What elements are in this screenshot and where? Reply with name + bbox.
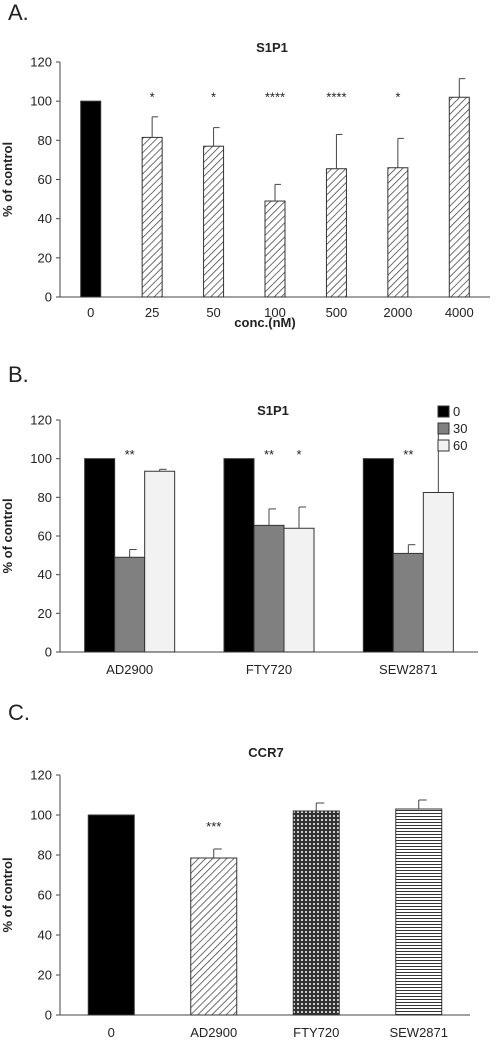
y-tick-label: 80 <box>38 848 52 863</box>
bar <box>325 168 347 298</box>
chart-title: S1P1 <box>257 403 289 418</box>
x-tick-label: AD2900 <box>106 662 153 677</box>
bar <box>422 492 454 653</box>
y-tick-label: 120 <box>30 55 52 70</box>
chart-c: 0 20 40 60 80 100 120 % of control CCR7 0 *** AD290… <box>0 745 470 1040</box>
x-tick-label: SEW2871 <box>389 1025 448 1040</box>
legend-label: 30 <box>453 421 467 436</box>
x-tick-label: FTY720 <box>246 662 292 677</box>
y-tick-label: 0 <box>45 290 52 305</box>
y-tick-label: 0 <box>45 1008 52 1023</box>
y-tick-label: 80 <box>38 490 52 505</box>
y-tick-label: 80 <box>38 133 52 148</box>
y-tick-label: 40 <box>38 567 52 582</box>
bar <box>114 556 146 653</box>
y-axis-label: % of control <box>0 498 15 573</box>
legend-label: 60 <box>453 438 467 453</box>
y-tick-label: 60 <box>38 888 52 903</box>
bar <box>387 167 409 298</box>
panel-label-a: A. <box>8 0 29 25</box>
chart-title: S1P1 <box>256 40 288 55</box>
significance-label: * <box>296 447 301 462</box>
bar <box>203 145 225 298</box>
significance-label: ** <box>125 447 135 462</box>
bar <box>87 814 135 1016</box>
chart-b: 0 20 40 60 80 100 120 % of control S1P1 ** AD2900 *… <box>0 403 478 677</box>
bar <box>448 96 470 298</box>
bar <box>395 808 443 1016</box>
panel-label-b: B. <box>8 362 29 387</box>
bar <box>362 458 394 653</box>
x-tick-label: 0 <box>87 305 94 320</box>
chart-a: 0 20 40 60 80 100 120 % of control S1P1 conc.(nM)… <box>0 40 490 330</box>
y-tick-label: 60 <box>38 172 52 187</box>
bar <box>144 470 176 653</box>
x-tick-label: SEW2871 <box>379 662 438 677</box>
y-axis-label: % of control <box>0 857 15 932</box>
x-tick-label: 50 <box>206 305 220 320</box>
y-tick-label: 120 <box>30 413 52 428</box>
x-tick-label: 25 <box>145 305 159 320</box>
significance-label: **** <box>326 89 346 104</box>
x-tick-label: 500 <box>326 305 348 320</box>
chart-title: CCR7 <box>248 745 283 760</box>
bar <box>392 552 424 653</box>
x-tick-label: 0 <box>108 1025 115 1040</box>
significance-label: * <box>150 89 155 104</box>
y-tick-label: 120 <box>30 768 52 783</box>
y-tick-label: 20 <box>38 250 52 265</box>
panel-label-c: C. <box>8 700 30 725</box>
x-tick-label: AD2900 <box>190 1025 237 1040</box>
bar <box>80 100 102 298</box>
x-tick-label: 4000 <box>445 305 474 320</box>
bar <box>264 200 286 298</box>
y-tick-label: 60 <box>38 529 52 544</box>
bar <box>283 527 315 653</box>
legend-swatch <box>437 439 450 452</box>
y-tick-label: 40 <box>38 211 52 226</box>
significance-label: ** <box>264 447 274 462</box>
y-tick-label: 20 <box>38 968 52 983</box>
x-tick-label: 100 <box>264 305 286 320</box>
y-tick-label: 100 <box>30 808 52 823</box>
bar <box>292 810 340 1016</box>
bar <box>253 524 285 653</box>
y-tick-label: 100 <box>30 94 52 109</box>
y-tick-label: 100 <box>30 451 52 466</box>
y-tick-label: 20 <box>38 606 52 621</box>
significance-label: * <box>395 89 400 104</box>
y-axis-label: % of control <box>0 142 15 217</box>
x-tick-label: FTY720 <box>293 1025 339 1040</box>
significance-label: *** <box>206 819 221 834</box>
y-tick-label: 40 <box>38 928 52 943</box>
bar <box>141 136 163 298</box>
y-tick-label: 0 <box>45 645 52 660</box>
significance-label: ** <box>403 447 413 462</box>
x-axis-label: conc.(nM) <box>234 315 295 330</box>
legend-swatch <box>437 405 450 418</box>
bar <box>223 458 255 653</box>
x-tick-label: 2000 <box>383 305 412 320</box>
significance-label: * <box>211 89 216 104</box>
significance-label: **** <box>265 89 285 104</box>
legend-swatch <box>437 422 450 435</box>
bar <box>190 857 238 1016</box>
legend-label: 0 <box>453 404 460 419</box>
bar <box>84 458 116 653</box>
